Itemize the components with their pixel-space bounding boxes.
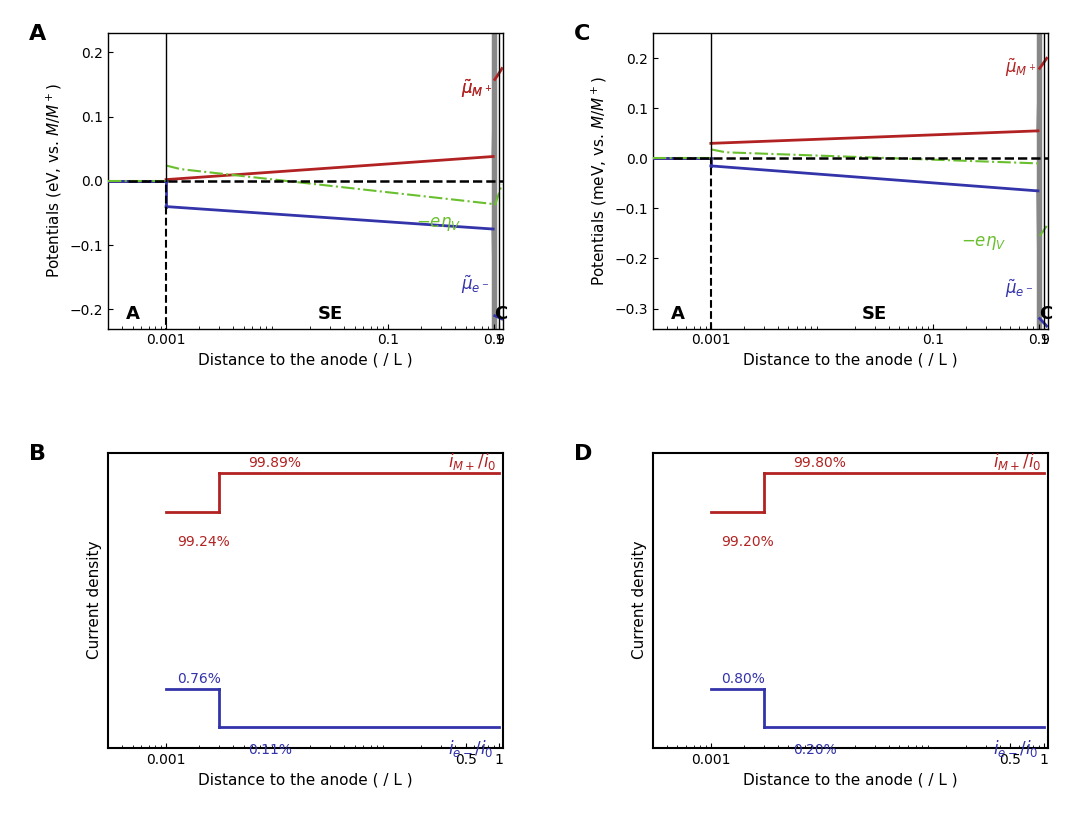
Text: B: B (29, 444, 46, 464)
Text: C: C (495, 305, 508, 322)
Text: 99.20%: 99.20% (721, 535, 774, 549)
Text: $i_{e-}/i_0$: $i_{e-}/i_0$ (448, 738, 494, 759)
Text: A: A (29, 24, 46, 44)
Text: $-e\eta_V$: $-e\eta_V$ (417, 215, 462, 234)
Text: A: A (125, 305, 139, 322)
Text: 99.80%: 99.80% (793, 456, 846, 470)
Y-axis label: Current density: Current density (87, 541, 103, 660)
Text: $\tilde{\mu}_{e^-}$: $\tilde{\mu}_{e^-}$ (1005, 278, 1034, 299)
Y-axis label: Potentials (eV, vs. $M/M^+$): Potentials (eV, vs. $M/M^+$) (44, 83, 64, 278)
Text: SE: SE (862, 305, 888, 322)
Text: $i_{e-}/i_0$: $i_{e-}/i_0$ (994, 738, 1039, 759)
X-axis label: Distance to the anode ( / L ): Distance to the anode ( / L ) (198, 772, 413, 787)
Y-axis label: Potentials (meV, vs. $M/M^+$): Potentials (meV, vs. $M/M^+$) (590, 76, 609, 286)
Text: D: D (573, 444, 592, 464)
Text: C: C (1039, 305, 1052, 322)
Text: 99.89%: 99.89% (248, 456, 301, 470)
Text: 0.80%: 0.80% (721, 672, 766, 686)
Text: $i_{M+}/i_0$: $i_{M+}/i_0$ (448, 451, 497, 472)
Y-axis label: Current density: Current density (632, 541, 647, 660)
Text: $\tilde{\mu}_{e^-}$: $\tilde{\mu}_{e^-}$ (460, 273, 489, 296)
Text: $\tilde{\mu}_{M^+}$: $\tilde{\mu}_{M^+}$ (460, 78, 492, 101)
Text: A: A (671, 305, 685, 322)
Text: SE: SE (318, 305, 342, 322)
Text: 99.24%: 99.24% (177, 535, 230, 549)
Text: 0.11%: 0.11% (248, 743, 293, 757)
Text: $-e\eta_V$: $-e\eta_V$ (961, 234, 1007, 252)
X-axis label: Distance to the anode ( / L ): Distance to the anode ( / L ) (743, 353, 958, 368)
Text: $\tilde{\mu}_{M^+}$: $\tilde{\mu}_{M^+}$ (1005, 57, 1037, 79)
Text: $\tilde{\mu}_{M^+}$: $\tilde{\mu}_{M^+}$ (460, 78, 492, 101)
Text: C: C (573, 24, 591, 44)
X-axis label: Distance to the anode ( / L ): Distance to the anode ( / L ) (743, 772, 958, 787)
X-axis label: Distance to the anode ( / L ): Distance to the anode ( / L ) (198, 353, 413, 368)
Text: 0.76%: 0.76% (177, 672, 220, 686)
Text: $i_{M+}/i_0$: $i_{M+}/i_0$ (994, 451, 1041, 472)
Text: 0.20%: 0.20% (793, 743, 837, 757)
